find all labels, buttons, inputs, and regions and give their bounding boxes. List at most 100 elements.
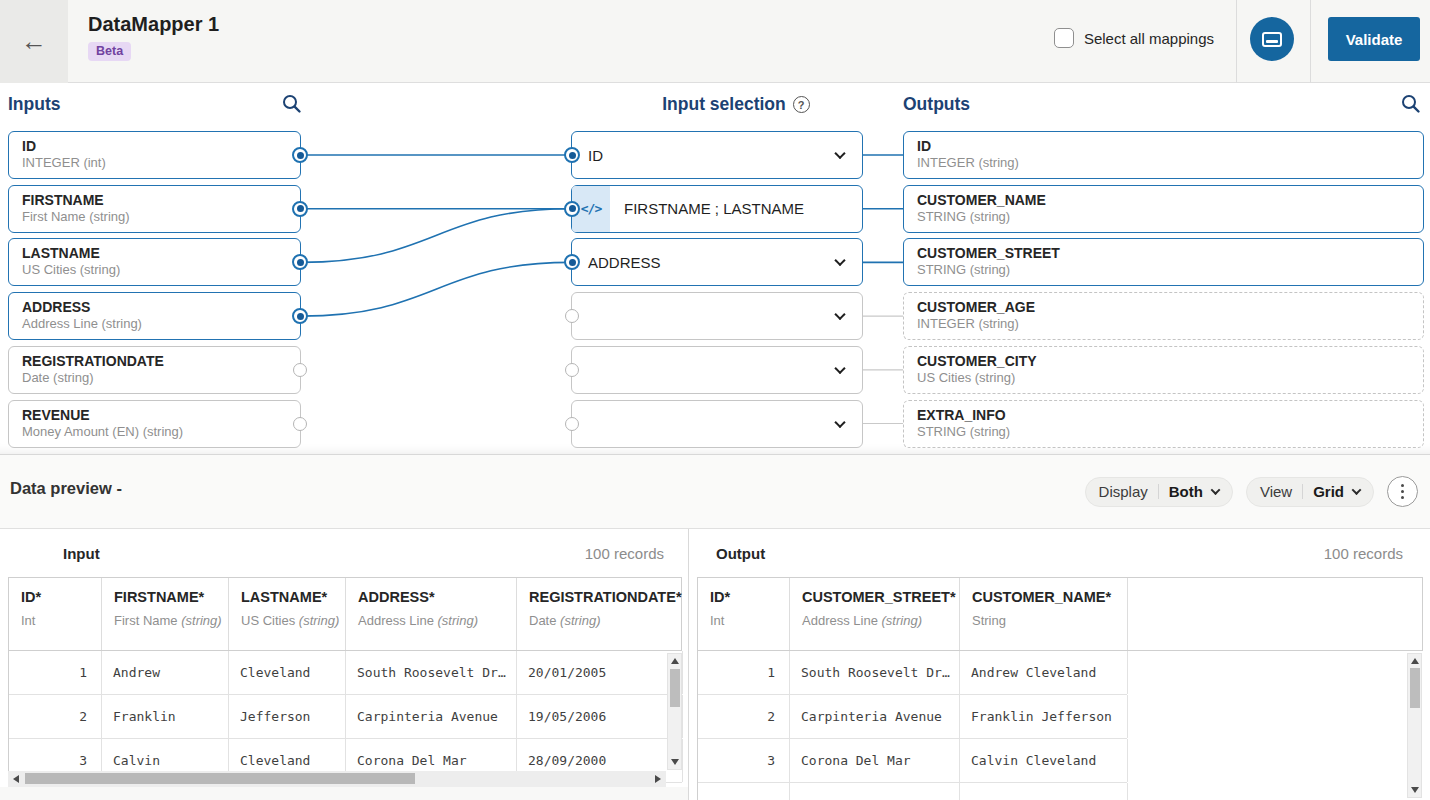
table-cell (790, 783, 960, 800)
datamapper-page: ← DataMapper 1 Beta Select all mappings … (0, 0, 1430, 800)
chevron-down-icon (834, 363, 845, 374)
column-header: REGISTRATIONDATE*Date (string) (517, 578, 683, 650)
column-type-base: Address Line (358, 613, 434, 628)
table-body: 1South Roosevelt Dr…Andrew Cleveland2Car… (697, 651, 1127, 800)
field-name: FIRSTNAME (22, 192, 288, 208)
input-vertical-scrollbar[interactable] (667, 653, 682, 770)
scrollbar-thumb[interactable] (670, 669, 680, 707)
scrollbar-thumb[interactable] (25, 773, 415, 784)
output-field-card[interactable]: CUSTOMER_CITYUS Cities (string) (903, 346, 1424, 394)
more-options-button[interactable] (1387, 476, 1418, 507)
table-header-row: ID*Int CUSTOMER_STREET*Address Line (str… (697, 577, 1423, 651)
table-cell: Andrew Cleveland (960, 651, 1128, 694)
input-field-card[interactable]: FIRSTNAMEFirst Name (string) (8, 185, 301, 233)
page-title: DataMapper 1 (88, 13, 219, 36)
input-selection-dropdown[interactable]: ADDRESS (571, 238, 863, 286)
input-selection-dropdown[interactable] (571, 292, 863, 340)
display-select[interactable]: Display Both (1085, 477, 1233, 507)
title-block: DataMapper 1 Beta (88, 13, 219, 61)
table-cell: 1 (698, 651, 790, 694)
field-type: INTEGER (string) (917, 155, 1411, 170)
chevron-down-icon (1352, 485, 1362, 495)
input-field-card[interactable]: REVENUEMoney Amount (EN) (string) (8, 400, 301, 448)
output-record-count: 100 records (1324, 545, 1403, 562)
connection-node[interactable] (292, 254, 308, 270)
input-field-card[interactable]: IDINTEGER (int) (8, 131, 301, 179)
column-header: ID* Int (9, 578, 102, 650)
connection-node[interactable] (292, 201, 308, 217)
input-selection-dropdown[interactable] (571, 400, 863, 448)
output-field-card[interactable]: EXTRA_INFOSTRING (string) (903, 400, 1424, 448)
output-field-card[interactable]: CUSTOMER_STREETSTRING (string) (903, 238, 1424, 286)
input-field-card[interactable]: LASTNAMEUS Cities (string) (8, 238, 301, 286)
connection-node[interactable] (292, 147, 308, 163)
field-name: REGISTRATIONDATE (22, 353, 288, 369)
field-name: ID (22, 138, 288, 154)
column-type-suffix: (string) (438, 613, 478, 628)
app-header: ← DataMapper 1 Beta Select all mappings … (0, 0, 1430, 83)
column-type-suffix: (string) (882, 613, 922, 628)
input-field-card[interactable]: REGISTRATIONDATEDate (string) (8, 346, 301, 394)
column-type-suffix: (string) (299, 613, 339, 628)
output-field-card[interactable]: CUSTOMER_AGEINTEGER (string) (903, 292, 1424, 340)
table-cell: Jefferson (229, 695, 346, 738)
back-button[interactable]: ← (0, 0, 68, 83)
preview-controls: Display Both View Grid (1085, 476, 1418, 507)
connection-node[interactable] (293, 417, 307, 431)
field-name: LASTNAME (22, 245, 288, 261)
output-field-card[interactable]: IDINTEGER (string) (903, 131, 1424, 179)
input-panel-header: Input 100 records (0, 529, 688, 577)
connection-node[interactable] (565, 417, 579, 431)
input-field-card[interactable]: ADDRESSAddress Line (string) (8, 292, 301, 340)
panel-layout-button[interactable] (1250, 17, 1294, 61)
input-selection-dropdown[interactable] (571, 346, 863, 394)
table-cell: Franklin Jefferson (960, 695, 1128, 738)
column-header: CUSTOMER_NAME*String (960, 578, 1128, 650)
column-type-base: First Name (114, 613, 178, 628)
connection-node[interactable] (293, 363, 307, 377)
column-name: LASTNAME* (241, 589, 333, 605)
display-value: Both (1169, 483, 1203, 500)
table-cell: South Roosevelt Dr… (790, 651, 960, 694)
table-cell: 3 (698, 739, 790, 782)
select-all-label: Select all mappings (1084, 30, 1214, 47)
column-type-base: US Cities (241, 613, 295, 628)
field-name: ADDRESS (22, 299, 288, 315)
field-type: US Cities (string) (22, 262, 288, 277)
column-type-base: Int (21, 613, 35, 628)
column-name: ID* (21, 589, 89, 605)
scroll-up-arrow[interactable] (671, 658, 679, 664)
select-all-mappings[interactable]: Select all mappings (1054, 28, 1214, 48)
scroll-left-arrow[interactable] (13, 775, 19, 783)
selection-value: FIRSTNAME ; LASTNAME (624, 200, 804, 217)
output-field-card[interactable]: CUSTOMER_NAMESTRING (string) (903, 185, 1424, 233)
scrollbar-thumb[interactable] (1410, 668, 1420, 708)
scroll-down-arrow[interactable] (1411, 787, 1419, 793)
output-vertical-scrollbar[interactable] (1407, 653, 1422, 798)
connection-node[interactable] (564, 254, 580, 270)
connection-node[interactable] (565, 309, 579, 323)
expression-field[interactable]: </>FIRSTNAME ; LASTNAME (571, 185, 863, 233)
validate-button[interactable]: Validate (1328, 17, 1420, 61)
connection-node[interactable] (292, 308, 308, 324)
scroll-down-arrow[interactable] (671, 759, 679, 765)
output-preview-panel: Output 100 records ID*Int CUSTOMER_STREE… (688, 529, 1430, 800)
table-cell: Franklin (102, 695, 229, 738)
display-label: Display (1099, 483, 1148, 500)
chevron-down-icon (1210, 485, 1220, 495)
scroll-right-arrow[interactable] (655, 775, 661, 783)
input-record-count: 100 records (585, 545, 664, 562)
table-cell (698, 783, 790, 800)
view-select[interactable]: View Grid (1246, 477, 1374, 507)
connection-node[interactable] (564, 201, 580, 217)
input-selection-dropdown[interactable]: ID (571, 131, 863, 179)
scroll-up-arrow[interactable] (1411, 658, 1419, 664)
column-header: CUSTOMER_STREET*Address Line (string) (790, 578, 960, 650)
connection-node[interactable] (565, 363, 579, 377)
field-type: US Cities (string) (917, 370, 1411, 385)
input-horizontal-scrollbar[interactable] (8, 771, 666, 787)
column-header (1128, 578, 1424, 650)
connection-node[interactable] (564, 147, 580, 163)
select-all-checkbox[interactable] (1054, 28, 1074, 48)
column-type-base: Address Line (802, 613, 878, 628)
